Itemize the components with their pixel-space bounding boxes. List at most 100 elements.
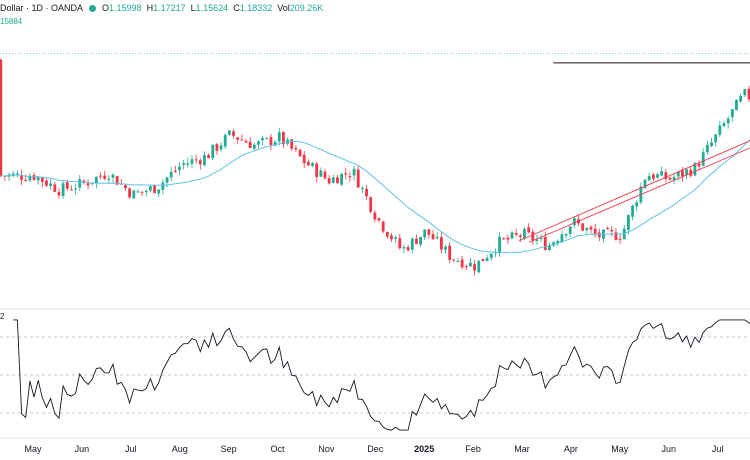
candle-down xyxy=(103,170,107,181)
candle-up xyxy=(61,180,65,199)
candle-down xyxy=(53,181,57,193)
candle-up xyxy=(402,244,406,254)
candle-up xyxy=(107,175,111,184)
candle-up xyxy=(705,140,709,155)
candle-up xyxy=(144,189,148,197)
candle-up xyxy=(477,260,481,274)
x-label: Aug xyxy=(172,444,188,454)
candle-down xyxy=(415,234,418,245)
candle-up xyxy=(360,186,364,194)
candle-down xyxy=(589,224,593,234)
x-label: 2025 xyxy=(414,444,434,454)
candle-up xyxy=(410,237,414,254)
candle-up xyxy=(136,189,140,193)
candle-up xyxy=(203,151,206,167)
candle-down xyxy=(473,260,477,276)
candle-up xyxy=(726,115,730,129)
chart-header: Dollar · 1D · OANDA O1.15998 H1.17217 L1.15… xyxy=(0,3,326,13)
candle-up xyxy=(647,172,651,181)
candle-down xyxy=(269,133,273,151)
candle-up xyxy=(15,170,19,178)
candle-up xyxy=(660,166,664,176)
candle-up xyxy=(169,166,173,182)
candle-down xyxy=(290,138,294,151)
candle-down xyxy=(302,150,306,169)
rsi-line xyxy=(13,319,750,431)
candle-up xyxy=(227,129,231,136)
candle-down xyxy=(240,134,244,141)
candle-down xyxy=(460,256,464,269)
candle-down xyxy=(198,157,202,170)
candle-down xyxy=(45,177,48,187)
candle-up xyxy=(261,135,265,146)
candle-down xyxy=(689,166,693,178)
candle-down xyxy=(381,220,385,234)
x-label: May xyxy=(24,444,42,454)
trendlines xyxy=(518,140,750,243)
candle-down xyxy=(348,171,352,182)
candle-down xyxy=(294,145,298,153)
candle-up xyxy=(28,172,32,182)
candle-down xyxy=(248,137,252,149)
candle-up xyxy=(585,227,589,235)
candle-up xyxy=(639,182,643,205)
candle-down xyxy=(439,232,443,254)
close-value: 1.18332 xyxy=(239,3,273,13)
candle-up xyxy=(485,254,489,262)
close-label: C xyxy=(233,3,240,13)
candle-down xyxy=(668,176,672,181)
candle-down xyxy=(70,185,73,191)
x-label: Jun xyxy=(75,444,90,454)
candle-up xyxy=(564,233,568,239)
candle-down xyxy=(373,209,377,223)
candle-up xyxy=(552,240,555,247)
candle-up xyxy=(510,231,514,240)
candle-up xyxy=(178,162,181,176)
candle-down xyxy=(543,231,547,251)
candle-down xyxy=(298,149,302,157)
x-label: Jul xyxy=(712,444,724,454)
candle-up xyxy=(257,140,260,149)
candle-up xyxy=(340,173,344,187)
candle-up xyxy=(78,175,82,192)
candle-up xyxy=(539,234,543,243)
candle-up xyxy=(311,161,314,168)
candle-down xyxy=(40,176,44,187)
candle-up xyxy=(730,109,734,122)
x-label: Nov xyxy=(318,444,335,454)
candle-down xyxy=(406,244,410,252)
candle-up xyxy=(560,230,564,244)
candle-up xyxy=(7,172,11,181)
candle-down xyxy=(518,233,522,243)
candle-down xyxy=(606,226,610,230)
candle-up xyxy=(469,257,472,267)
candle-down xyxy=(99,172,102,180)
candle-up xyxy=(319,167,323,177)
candle-down xyxy=(502,237,506,241)
candle-up xyxy=(211,144,215,161)
resistance-lines xyxy=(553,62,750,64)
candle-up xyxy=(149,184,152,193)
candle-down xyxy=(593,223,597,238)
low-value: 1.15624 xyxy=(195,3,229,13)
x-label: Apr xyxy=(564,444,578,454)
candle-down xyxy=(464,264,468,271)
candle-up xyxy=(394,235,398,243)
candle-down xyxy=(527,223,531,234)
ma-value: 15884 xyxy=(0,17,23,26)
candle-up xyxy=(36,176,40,185)
candle-up xyxy=(94,176,98,189)
low-label: L xyxy=(190,3,196,13)
candle-up xyxy=(252,142,256,150)
candle-up xyxy=(277,127,281,146)
candle-down xyxy=(327,174,331,185)
x-label: Sep xyxy=(221,444,237,454)
candle-up xyxy=(165,176,169,188)
candle-down xyxy=(427,229,431,240)
candle-up xyxy=(444,244,447,255)
candle-down xyxy=(153,184,156,194)
candle-up xyxy=(602,228,605,243)
candle-up xyxy=(627,214,630,235)
x-axis-labels: May Jun Jul Aug Sep Oct Nov Dec 2025 Feb Mar Apr May… xyxy=(24,444,723,454)
